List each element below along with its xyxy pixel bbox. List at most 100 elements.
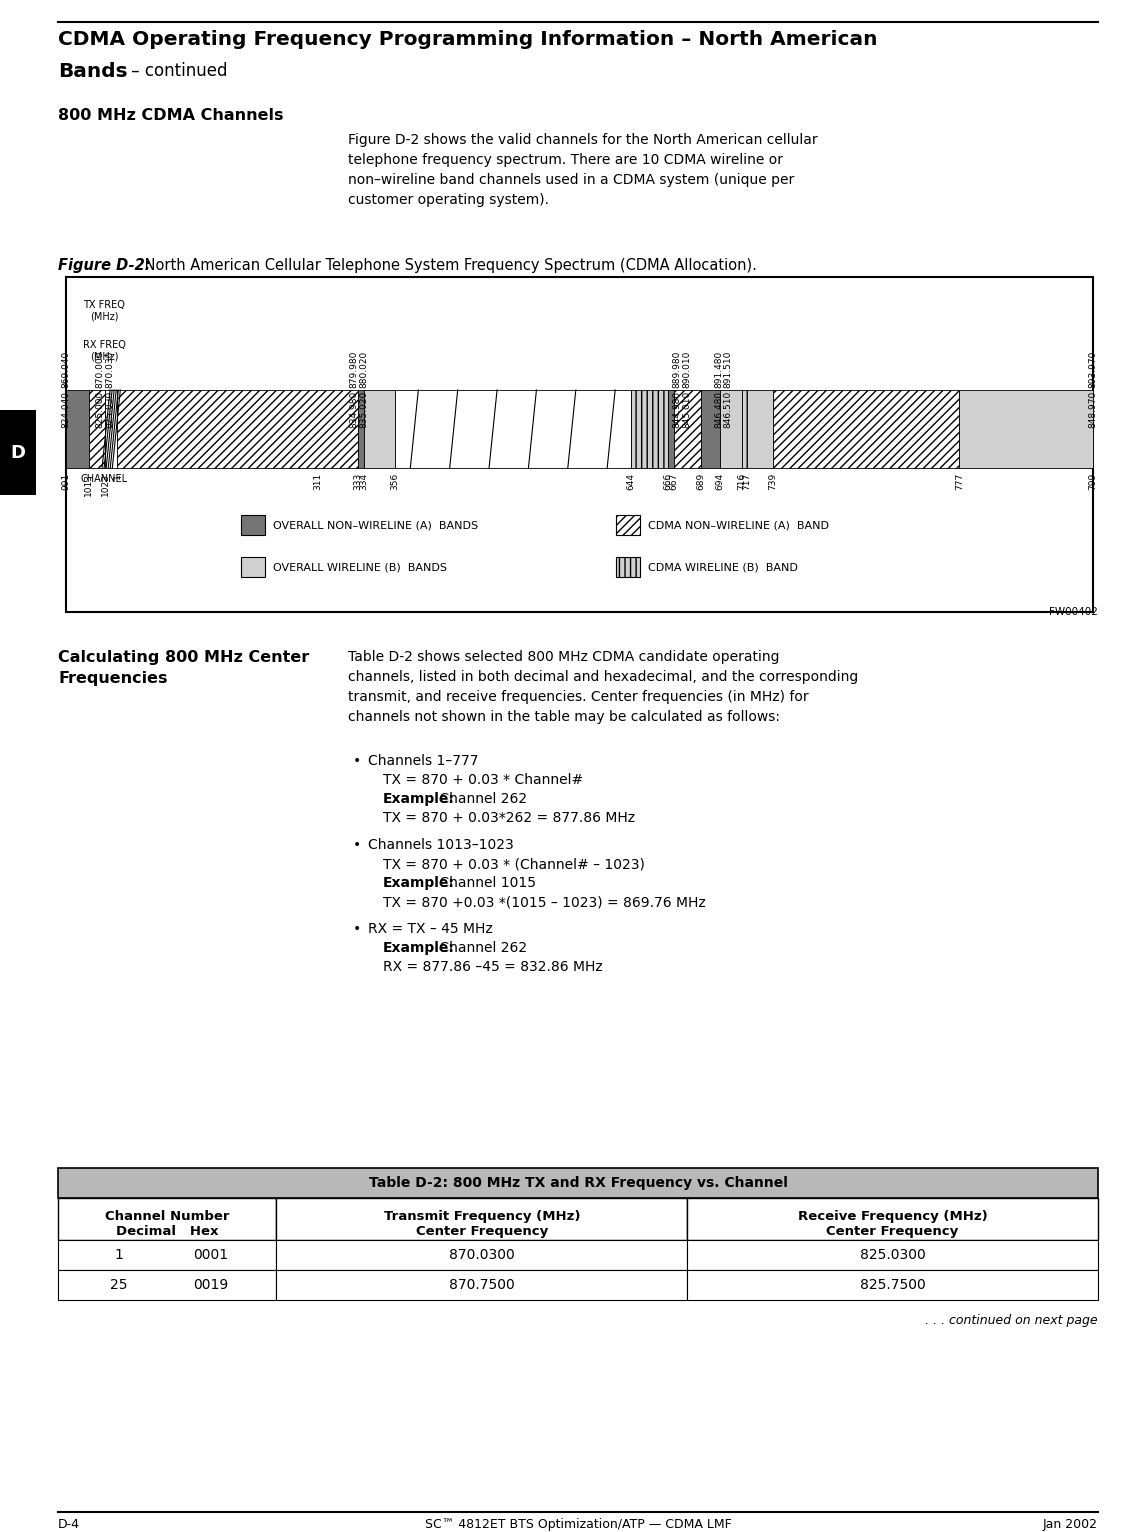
Bar	[104, 391, 117, 467]
Bar	[616, 515, 639, 535]
Bar	[631, 391, 668, 467]
Bar	[773, 391, 960, 467]
Text: Example:: Example:	[383, 876, 455, 890]
Bar	[688, 1270, 1097, 1301]
Text: OVERALL NON–WIRELINE (A)  BANDS: OVERALL NON–WIRELINE (A) BANDS	[273, 519, 478, 530]
Text: 0001: 0001	[193, 1249, 228, 1262]
Text: 825.7500: 825.7500	[860, 1278, 925, 1291]
Text: SC™ 4812ET BTS Optimization/ATP — CDMA LMF: SC™ 4812ET BTS Optimization/ATP — CDMA L…	[425, 1518, 731, 1530]
Text: 777: 777	[955, 473, 964, 490]
Text: FW00402: FW00402	[1049, 607, 1097, 617]
Bar	[616, 558, 639, 578]
Bar	[747, 391, 773, 467]
Text: Table D-2 shows selected 800 MHz CDMA candidate operating
channels, listed in bo: Table D-2 shows selected 800 MHz CDMA ca…	[348, 650, 859, 725]
Bar	[668, 391, 674, 467]
Text: 716: 716	[737, 473, 746, 490]
Text: •: •	[352, 838, 362, 852]
Bar	[364, 391, 395, 467]
Bar	[65, 277, 1093, 611]
Text: Calculating 800 MHz Center
Frequencies: Calculating 800 MHz Center Frequencies	[59, 650, 309, 686]
Text: RX FREQ
(MHz): RX FREQ (MHz)	[83, 340, 125, 362]
Text: Figure D-2:: Figure D-2:	[59, 257, 150, 273]
Text: 717: 717	[743, 473, 752, 490]
Text: 666: 666	[664, 473, 673, 490]
Text: 870.0300: 870.0300	[449, 1249, 514, 1262]
Text: 644: 644	[627, 473, 635, 490]
Text: 879.980
880.020: 879.980 880.020	[349, 351, 369, 388]
Text: 991: 991	[62, 473, 70, 490]
Bar	[688, 1239, 1097, 1270]
Text: 356: 356	[390, 473, 400, 490]
Text: 870.000
870.030: 870.000 870.030	[95, 351, 115, 388]
Text: Table D-2: 800 MHz TX and RX Frequency vs. Channel: Table D-2: 800 MHz TX and RX Frequency v…	[369, 1177, 788, 1190]
Text: 0019: 0019	[193, 1278, 228, 1291]
Text: 799: 799	[1088, 473, 1097, 490]
Bar	[395, 391, 631, 467]
Text: . . . continued on next page: . . . continued on next page	[925, 1314, 1097, 1327]
Text: 1023: 1023	[101, 473, 109, 496]
Text: Center Frequency: Center Frequency	[416, 1226, 548, 1238]
Text: 893.970: 893.970	[1088, 351, 1097, 388]
Text: – continued: – continued	[126, 61, 227, 80]
Bar	[59, 1167, 1097, 1198]
Text: Figure D-2 shows the valid channels for the North American cellular
telephone fr: Figure D-2 shows the valid channels for …	[348, 133, 817, 207]
Text: Channel Number: Channel Number	[104, 1210, 230, 1223]
Text: CHANNEL: CHANNEL	[80, 473, 127, 484]
Text: Channel 262: Channel 262	[435, 941, 527, 954]
Text: 870.7500: 870.7500	[449, 1278, 514, 1291]
Text: 869.040: 869.040	[62, 351, 70, 388]
Text: Channels 1013–1023: Channels 1013–1023	[369, 838, 514, 852]
Text: 834.980
835.020: 834.980 835.020	[349, 391, 369, 427]
Text: RX = TX – 45 MHz: RX = TX – 45 MHz	[369, 922, 492, 936]
Text: Channel 262: Channel 262	[435, 792, 527, 806]
Text: Receive Frequency (MHz): Receive Frequency (MHz)	[798, 1210, 987, 1223]
Text: 739: 739	[768, 473, 777, 490]
Bar	[277, 1239, 688, 1270]
Bar	[700, 391, 720, 467]
Text: 25: 25	[110, 1278, 127, 1291]
Text: TX FREQ
(MHz): TX FREQ (MHz)	[83, 300, 125, 322]
Bar	[358, 391, 364, 467]
Bar	[277, 1270, 688, 1301]
Text: 825.000
825.030: 825.000 825.030	[95, 391, 115, 427]
Bar	[720, 391, 742, 467]
Bar	[241, 515, 265, 535]
Text: CDMA WIRELINE (B)  BAND: CDMA WIRELINE (B) BAND	[647, 562, 798, 571]
Text: 1: 1	[115, 1249, 124, 1262]
Bar	[742, 391, 747, 467]
Text: CDMA Operating Frequency Programming Information – North American: CDMA Operating Frequency Programming Inf…	[59, 31, 877, 49]
Text: TX = 870 + 0.03 * (Channel# – 1023): TX = 870 + 0.03 * (Channel# – 1023)	[383, 856, 645, 872]
Text: D: D	[10, 443, 25, 461]
Text: Transmit Frequency (MHz): Transmit Frequency (MHz)	[383, 1210, 580, 1223]
Text: Channel 1015: Channel 1015	[435, 876, 536, 890]
Text: 694: 694	[715, 473, 724, 490]
Bar	[59, 1270, 277, 1301]
Bar	[88, 391, 104, 467]
Text: CDMA NON–WIRELINE (A)  BAND: CDMA NON–WIRELINE (A) BAND	[647, 519, 829, 530]
Text: TX = 870 +0.03 *(1015 – 1023) = 869.76 MHz: TX = 870 +0.03 *(1015 – 1023) = 869.76 M…	[383, 895, 706, 908]
Bar	[241, 558, 265, 578]
Text: North American Cellular Telephone System Frequency Spectrum (CDMA Allocation).: North American Cellular Telephone System…	[140, 257, 757, 273]
Text: 1: 1	[113, 473, 122, 478]
Text: TX = 870 + 0.03 * Channel#: TX = 870 + 0.03 * Channel#	[383, 774, 583, 787]
Bar	[59, 1239, 277, 1270]
Text: •: •	[352, 922, 362, 936]
Bar	[277, 1198, 688, 1239]
Text: Bands: Bands	[59, 61, 127, 81]
Bar	[117, 391, 358, 467]
Bar	[688, 1198, 1097, 1239]
Text: 667: 667	[669, 473, 678, 490]
Bar	[59, 1198, 277, 1239]
Text: OVERALL WIRELINE (B)  BANDS: OVERALL WIRELINE (B) BANDS	[273, 562, 447, 571]
Text: Jan 2002: Jan 2002	[1044, 1518, 1097, 1530]
Text: Example:: Example:	[383, 941, 455, 954]
Text: •: •	[352, 754, 362, 768]
Text: Decimal   Hex: Decimal Hex	[116, 1226, 218, 1238]
Text: Channels 1–777: Channels 1–777	[369, 754, 479, 768]
Text: 848.970: 848.970	[1088, 391, 1097, 427]
Text: 824.040: 824.040	[62, 391, 70, 427]
Text: 891.480
891.510: 891.480 891.510	[714, 351, 732, 388]
Bar	[65, 391, 88, 467]
Text: 1013: 1013	[84, 473, 93, 496]
Text: Center Frequency: Center Frequency	[827, 1226, 959, 1238]
